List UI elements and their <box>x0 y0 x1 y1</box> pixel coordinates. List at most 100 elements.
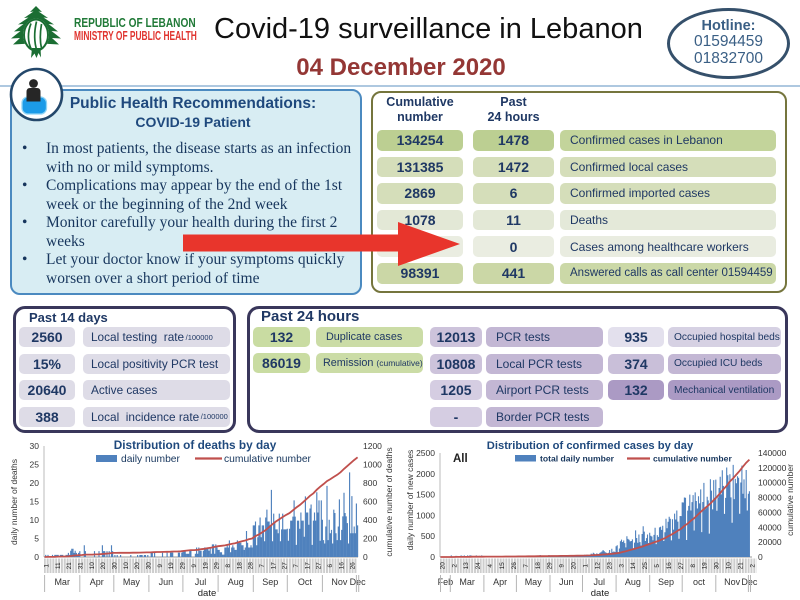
svg-text:Jun: Jun <box>159 577 174 587</box>
svg-text:29: 29 <box>547 562 554 570</box>
svg-text:Aug: Aug <box>625 577 641 587</box>
svg-text:daily number: daily number <box>121 454 181 465</box>
svg-text:23: 23 <box>606 562 613 570</box>
svg-text:19: 19 <box>168 562 175 570</box>
svg-text:10: 10 <box>726 562 733 570</box>
svg-text:Jun: Jun <box>559 577 574 587</box>
svg-text:total daily number: total daily number <box>540 454 615 464</box>
svg-text:29: 29 <box>180 562 187 570</box>
svg-text:7: 7 <box>259 564 266 568</box>
svg-text:cumulative number: cumulative number <box>224 454 312 465</box>
svg-text:Feb: Feb <box>438 577 454 587</box>
svg-text:Distribution of confirmed case: Distribution of confirmed cases by day <box>487 440 694 452</box>
svg-text:20: 20 <box>30 478 40 488</box>
svg-text:Apr: Apr <box>90 577 104 587</box>
svg-text:25: 25 <box>642 562 649 570</box>
svg-text:15: 15 <box>499 562 506 570</box>
svg-text:1: 1 <box>583 564 590 568</box>
svg-text:date: date <box>198 588 217 599</box>
svg-text:10: 10 <box>30 515 40 525</box>
svg-text:Dec: Dec <box>350 577 367 587</box>
svg-text:30: 30 <box>30 441 40 451</box>
svg-text:Jul: Jul <box>195 577 207 587</box>
svg-text:28: 28 <box>248 562 255 570</box>
svg-text:oct: oct <box>693 577 706 587</box>
svg-text:Nov: Nov <box>331 577 348 587</box>
svg-text:2500: 2500 <box>416 448 435 458</box>
svg-text:18: 18 <box>236 562 243 570</box>
svg-text:60000: 60000 <box>758 507 782 517</box>
svg-text:30: 30 <box>112 562 119 570</box>
svg-text:17: 17 <box>270 562 277 570</box>
svg-text:May: May <box>123 577 141 587</box>
svg-text:19: 19 <box>702 562 709 570</box>
svg-text:All: All <box>453 453 468 465</box>
svg-text:12: 12 <box>594 562 601 570</box>
svg-text:6: 6 <box>327 564 334 568</box>
svg-text:18: 18 <box>535 562 542 570</box>
svg-text:4: 4 <box>487 564 494 568</box>
svg-text:7: 7 <box>523 564 530 568</box>
svg-text:1200: 1200 <box>363 441 382 451</box>
svg-text:27: 27 <box>316 562 323 570</box>
svg-text:0: 0 <box>430 552 435 562</box>
svg-text:25: 25 <box>30 460 40 470</box>
svg-text:20: 20 <box>134 562 141 570</box>
svg-text:10: 10 <box>123 562 130 570</box>
svg-text:27: 27 <box>678 562 685 570</box>
svg-text:26: 26 <box>511 562 518 570</box>
svg-text:27: 27 <box>282 562 289 570</box>
svg-text:800: 800 <box>363 478 377 488</box>
svg-text:17: 17 <box>304 562 311 570</box>
svg-text:Mar: Mar <box>54 577 70 587</box>
svg-text:20: 20 <box>100 562 107 570</box>
svg-text:30: 30 <box>146 562 153 570</box>
svg-text:May: May <box>525 577 543 587</box>
svg-text:30: 30 <box>714 562 721 570</box>
svg-text:2000: 2000 <box>416 469 435 479</box>
svg-text:120000: 120000 <box>758 463 787 473</box>
svg-text:8: 8 <box>225 564 232 568</box>
svg-text:200: 200 <box>363 534 377 544</box>
svg-text:20: 20 <box>439 562 446 570</box>
svg-text:cumulative number: cumulative number <box>653 454 732 464</box>
svg-text:11: 11 <box>55 562 62 569</box>
svg-text:5: 5 <box>34 534 39 544</box>
svg-text:1500: 1500 <box>416 490 435 500</box>
svg-text:date: date <box>591 588 610 599</box>
svg-text:3: 3 <box>618 564 625 568</box>
svg-text:100000: 100000 <box>758 478 787 488</box>
svg-text:10: 10 <box>89 562 96 570</box>
svg-text:Distribution of deaths by day: Distribution of deaths by day <box>114 438 277 452</box>
svg-text:Dec: Dec <box>741 577 758 587</box>
svg-text:Aug: Aug <box>228 577 244 587</box>
svg-text:20: 20 <box>571 562 578 570</box>
svg-text:29: 29 <box>214 562 221 570</box>
svg-text:Nov: Nov <box>724 577 741 587</box>
svg-text:19: 19 <box>202 562 209 570</box>
svg-text:9: 9 <box>559 564 566 568</box>
svg-text:9: 9 <box>191 564 198 568</box>
svg-text:400: 400 <box>363 515 377 525</box>
svg-text:140000: 140000 <box>758 448 787 458</box>
svg-text:cumulative number: cumulative number <box>785 464 795 536</box>
svg-text:26: 26 <box>350 562 357 570</box>
svg-text:0: 0 <box>34 552 39 562</box>
svg-text:Mar: Mar <box>459 577 475 587</box>
svg-text:80000: 80000 <box>758 493 782 503</box>
svg-text:daily number of deaths: daily number of deaths <box>9 459 19 545</box>
svg-text:0: 0 <box>363 552 368 562</box>
svg-text:20000: 20000 <box>758 537 782 547</box>
svg-text:600: 600 <box>363 497 377 507</box>
svg-text:15: 15 <box>30 497 40 507</box>
svg-text:daily number of new cases: daily number of new cases <box>405 450 415 551</box>
svg-text:0: 0 <box>758 552 763 562</box>
svg-text:24: 24 <box>475 562 482 570</box>
svg-text:500: 500 <box>421 531 435 541</box>
svg-text:Jul: Jul <box>594 577 606 587</box>
svg-text:2: 2 <box>451 564 458 568</box>
svg-text:cumulative number of deaths: cumulative number of deaths <box>384 447 394 556</box>
svg-text:31: 31 <box>78 562 85 570</box>
svg-text:5: 5 <box>654 564 661 568</box>
svg-text:2: 2 <box>749 564 756 568</box>
